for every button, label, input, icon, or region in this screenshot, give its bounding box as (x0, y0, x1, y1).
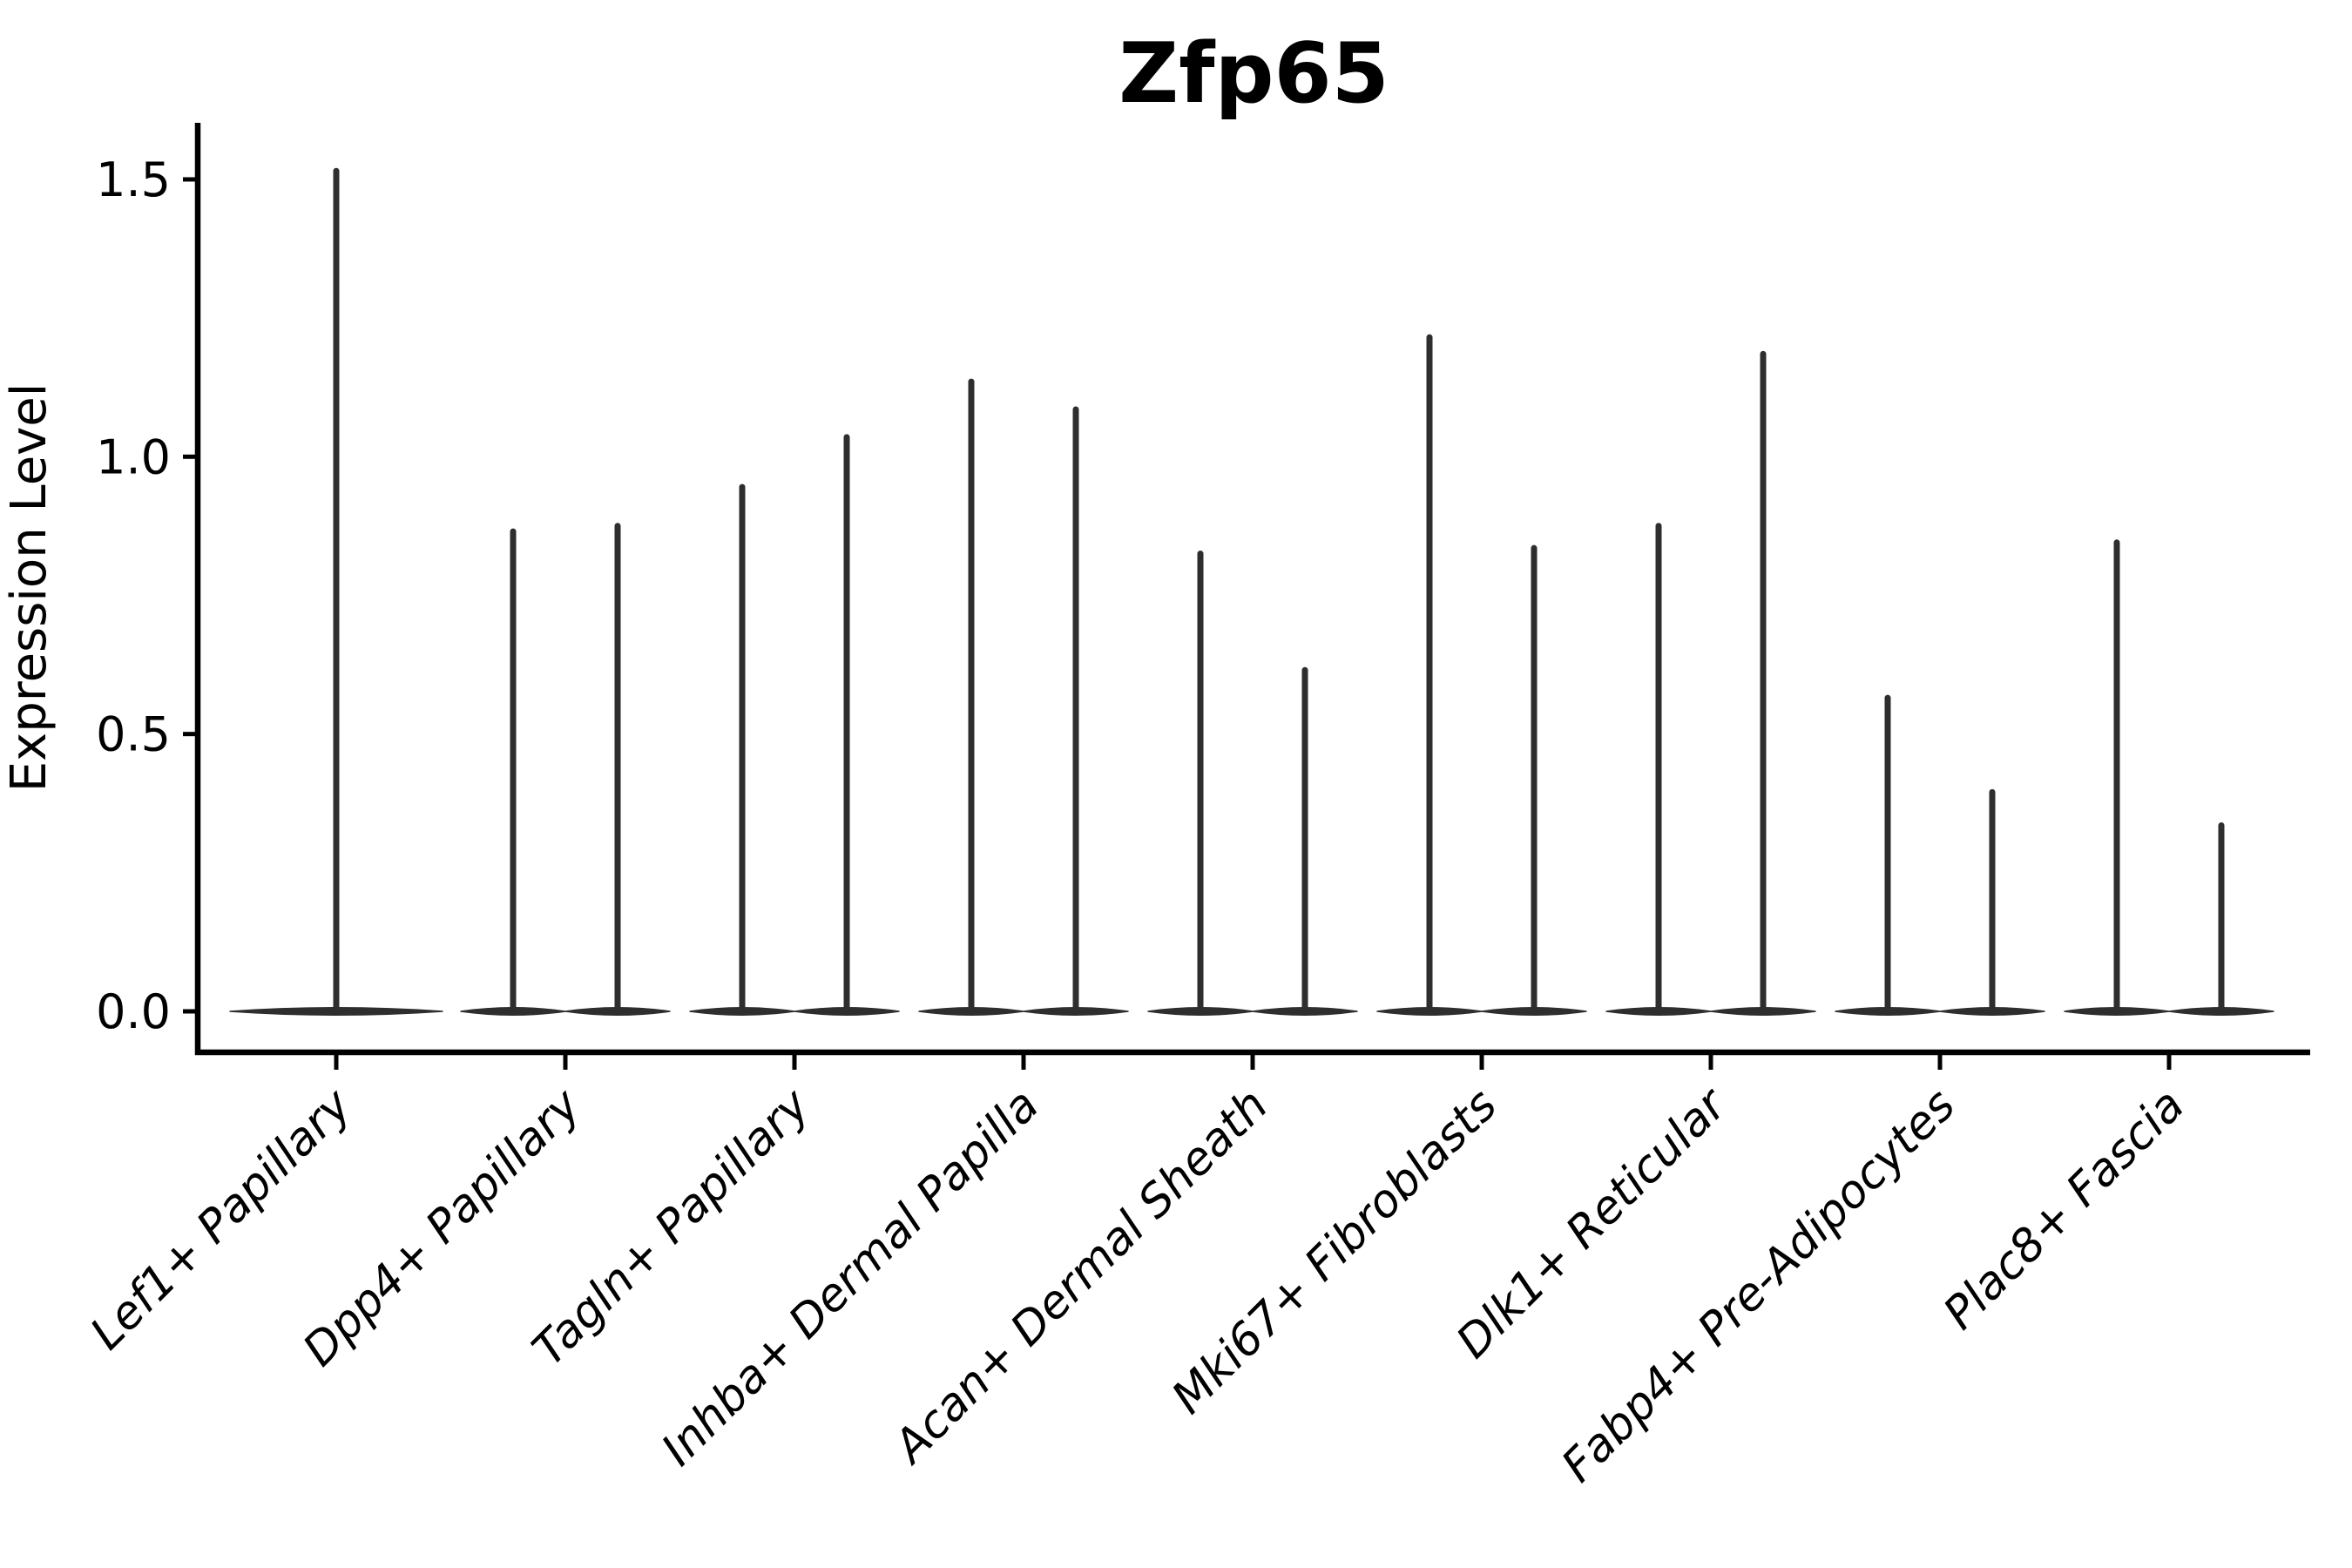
y-tick-label: 1.0 (96, 429, 171, 484)
x-tick-label: Fabp4+ Pre-Adipocytes (1552, 1079, 1966, 1493)
y-tick-label: 0.0 (96, 984, 171, 1039)
y-tick-label: 1.5 (96, 152, 171, 207)
y-axis-label: Expression Level (1, 383, 57, 793)
x-tick-label: Acan+ Dermal Sheath (882, 1079, 1278, 1475)
x-tick-label: Plac8+ Fascia (1934, 1079, 2194, 1340)
y-tick-label: 0.5 (96, 707, 171, 762)
x-tick-label: Inhba+ Dermal Papilla (652, 1079, 1049, 1477)
chart-title: Zfp65 (1119, 26, 1389, 122)
